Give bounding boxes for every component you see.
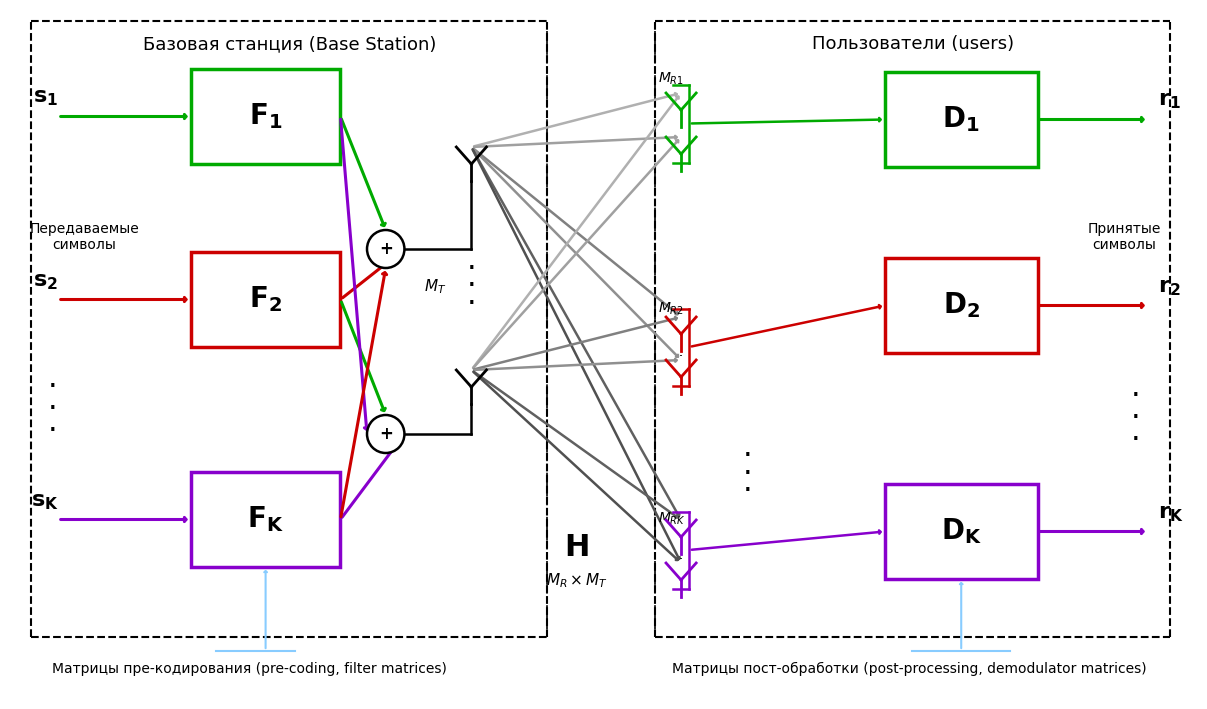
Text: ·: · [467, 291, 477, 320]
Text: $\mathbf{F}_\mathbf{K}$: $\mathbf{F}_\mathbf{K}$ [247, 505, 284, 535]
Text: Принятые
символы: Принятые символы [1088, 222, 1161, 252]
Text: ·: · [48, 373, 58, 402]
Text: $M_R \times M_T$: $M_R \times M_T$ [546, 571, 608, 591]
Text: ·: · [467, 255, 477, 284]
Text: ·: · [742, 442, 752, 471]
Text: ·: · [1131, 382, 1141, 411]
Text: Матрицы пре-кодирования (pre-coding, filter matrices): Матрицы пре-кодирования (pre-coding, fil… [52, 662, 448, 676]
Text: $\mathbf{D}_\mathbf{2}$: $\mathbf{D}_\mathbf{2}$ [943, 291, 980, 320]
Text: ·: · [48, 417, 58, 446]
Text: $\mathbf{r}_\mathbf{1}$: $\mathbf{r}_\mathbf{1}$ [1158, 91, 1180, 111]
FancyBboxPatch shape [191, 472, 340, 567]
Text: ·: · [742, 477, 752, 506]
Text: $\mathbf{s}_\mathbf{K}$: $\mathbf{s}_\mathbf{K}$ [31, 491, 59, 511]
Text: $\mathbf{D}_\mathbf{1}$: $\mathbf{D}_\mathbf{1}$ [943, 105, 980, 135]
Text: $\mathbf{s}_\mathbf{1}$: $\mathbf{s}_\mathbf{1}$ [33, 89, 58, 108]
Text: Передаваемые
символы: Передаваемые символы [29, 222, 139, 252]
Text: $M_{RK}$: $M_{RK}$ [659, 510, 687, 527]
Text: +: + [379, 425, 392, 443]
Text: $M_{R2}$: $M_{R2}$ [659, 301, 684, 317]
FancyBboxPatch shape [885, 484, 1038, 579]
Text: Базовая станция (Base Station): Базовая станция (Base Station) [142, 35, 436, 53]
FancyBboxPatch shape [191, 252, 340, 347]
Text: $\mathbf{F}_\mathbf{1}$: $\mathbf{F}_\mathbf{1}$ [249, 101, 282, 131]
Text: ·: · [1131, 426, 1141, 455]
Circle shape [367, 230, 404, 268]
Circle shape [367, 415, 404, 453]
Text: $\mathbf{H}$: $\mathbf{H}$ [565, 532, 589, 562]
Text: +: + [379, 240, 392, 258]
FancyBboxPatch shape [191, 69, 340, 164]
Text: $M_{R1}$: $M_{R1}$ [659, 71, 684, 87]
Text: Пользователи (users): Пользователи (users) [812, 35, 1014, 53]
Text: $\mathbf{s}_\mathbf{2}$: $\mathbf{s}_\mathbf{2}$ [33, 272, 58, 291]
FancyBboxPatch shape [885, 258, 1038, 353]
FancyBboxPatch shape [885, 72, 1038, 167]
Text: $\mathbf{D}_\mathbf{K}$: $\mathbf{D}_\mathbf{K}$ [940, 517, 981, 547]
Text: $\mathbf{F}_\mathbf{2}$: $\mathbf{F}_\mathbf{2}$ [249, 284, 282, 314]
Text: $M_T$: $M_T$ [424, 278, 447, 296]
Text: Матрицы пост-обработки (post-processing, demodulator matrices): Матрицы пост-обработки (post-processing,… [672, 662, 1147, 676]
Text: ·: · [1131, 404, 1141, 433]
Text: ·: · [467, 272, 477, 301]
Text: ·: · [742, 459, 752, 489]
Text: $\mathbf{r}_\mathbf{K}$: $\mathbf{r}_\mathbf{K}$ [1158, 503, 1183, 523]
Text: $\mathbf{r}_\mathbf{2}$: $\mathbf{r}_\mathbf{2}$ [1158, 277, 1180, 298]
Text: ·: · [48, 395, 58, 424]
